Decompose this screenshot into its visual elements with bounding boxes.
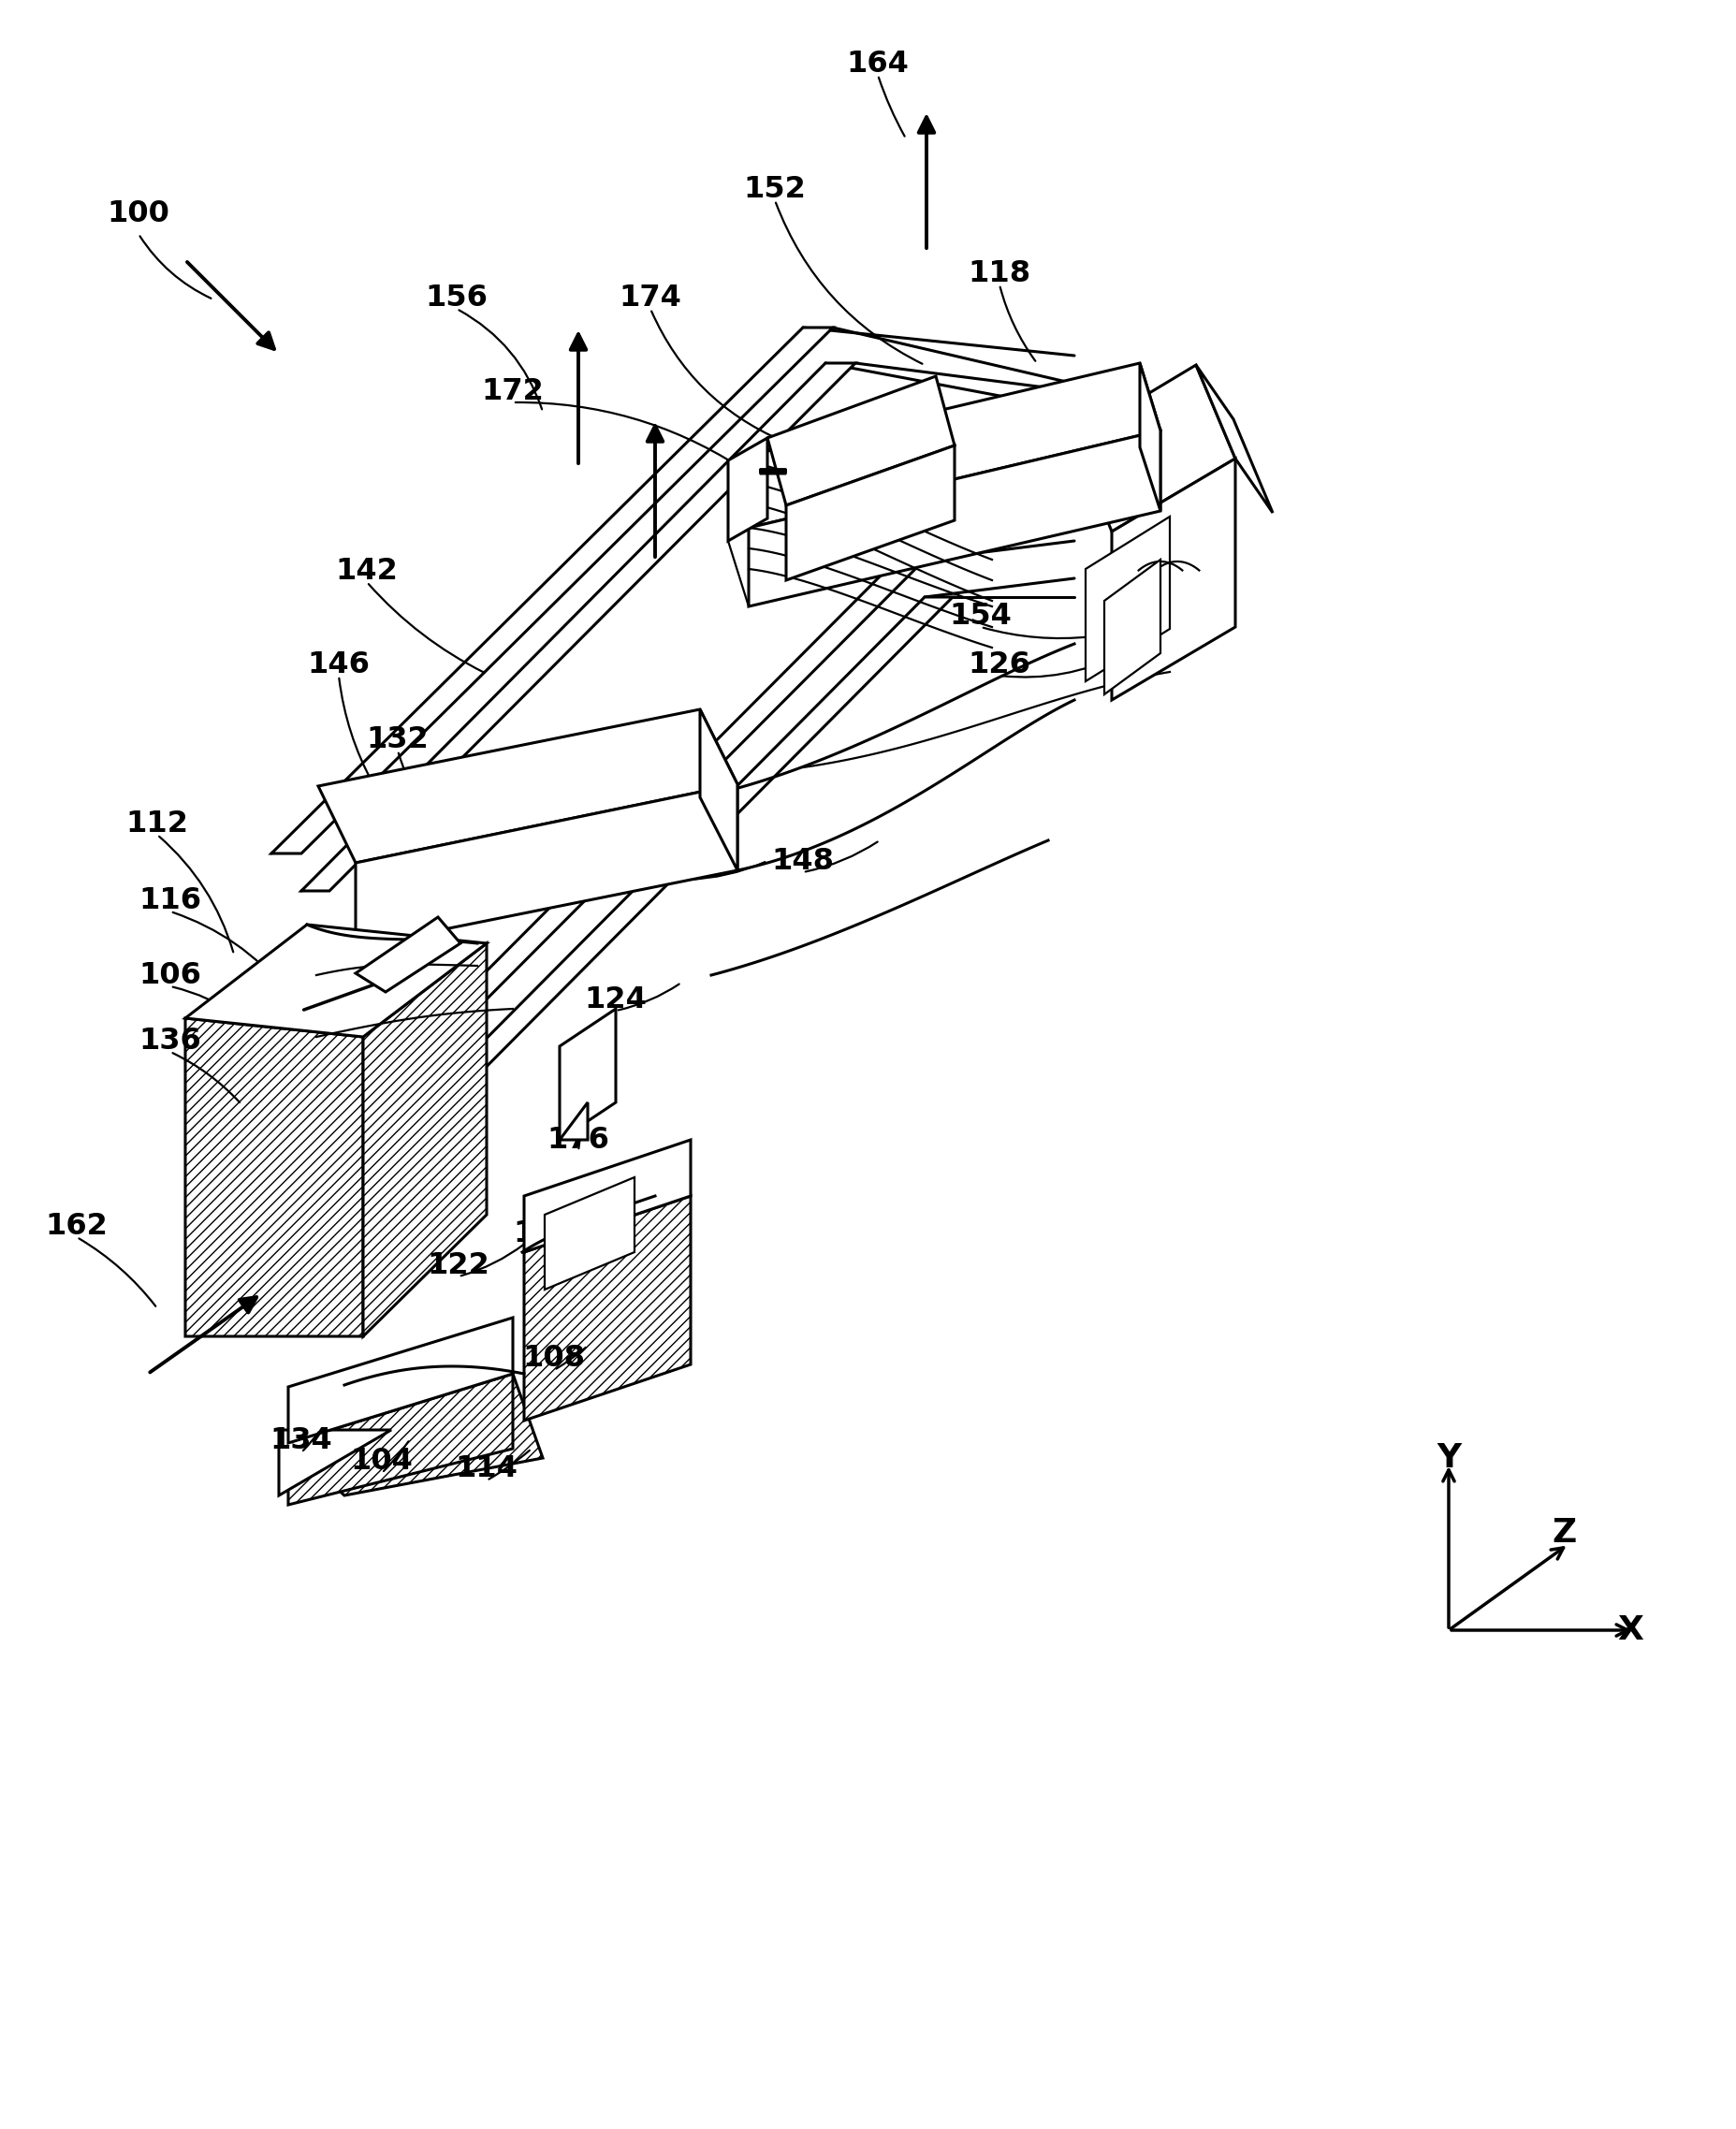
- Polygon shape: [1075, 364, 1234, 532]
- Text: 138: 138: [514, 1220, 576, 1248]
- Polygon shape: [356, 783, 738, 947]
- Polygon shape: [524, 1139, 691, 1252]
- Text: 132: 132: [366, 724, 429, 754]
- Text: 148: 148: [771, 847, 833, 875]
- Text: 114: 114: [455, 1454, 517, 1484]
- Text: 124: 124: [585, 986, 648, 1013]
- Text: Z: Z: [1552, 1518, 1576, 1548]
- Polygon shape: [288, 1318, 512, 1443]
- Text: 162: 162: [45, 1211, 108, 1241]
- Text: 116: 116: [139, 886, 201, 915]
- Polygon shape: [1111, 458, 1234, 700]
- Polygon shape: [700, 709, 738, 871]
- Text: 112: 112: [125, 809, 189, 839]
- Text: 126: 126: [967, 649, 1029, 679]
- Text: 118: 118: [967, 260, 1031, 287]
- Text: 176: 176: [547, 1126, 609, 1154]
- Polygon shape: [300, 364, 854, 890]
- Polygon shape: [363, 943, 486, 1337]
- Text: 136: 136: [139, 1026, 201, 1056]
- Text: 158: 158: [1033, 443, 1095, 471]
- Polygon shape: [727, 364, 1160, 528]
- Polygon shape: [403, 596, 951, 1122]
- Text: 102: 102: [401, 771, 464, 801]
- Text: 156: 156: [425, 283, 488, 313]
- Polygon shape: [1196, 364, 1272, 513]
- Text: 172: 172: [481, 377, 543, 407]
- Polygon shape: [288, 1373, 512, 1505]
- Polygon shape: [1085, 517, 1168, 681]
- Polygon shape: [727, 439, 767, 541]
- Polygon shape: [279, 1431, 391, 1495]
- Text: Y: Y: [1436, 1441, 1460, 1473]
- Polygon shape: [786, 445, 955, 581]
- Polygon shape: [271, 328, 833, 854]
- Text: 174: 174: [618, 283, 681, 313]
- Text: 142: 142: [335, 556, 398, 585]
- Text: X: X: [1616, 1614, 1642, 1646]
- Text: 146: 146: [307, 649, 370, 679]
- Text: 134: 134: [271, 1426, 332, 1456]
- Polygon shape: [767, 377, 955, 505]
- Text: 100: 100: [108, 198, 170, 228]
- Text: 144: 144: [653, 854, 715, 884]
- Polygon shape: [318, 709, 738, 862]
- Polygon shape: [372, 560, 924, 1086]
- Text: 122: 122: [427, 1250, 490, 1280]
- Polygon shape: [1104, 560, 1160, 694]
- Polygon shape: [545, 1177, 634, 1290]
- Text: 154: 154: [950, 600, 1012, 630]
- Polygon shape: [288, 1373, 542, 1495]
- Polygon shape: [559, 1009, 616, 1139]
- Polygon shape: [356, 918, 460, 992]
- Text: 106: 106: [139, 960, 201, 990]
- Polygon shape: [186, 924, 486, 1037]
- Polygon shape: [559, 1103, 587, 1139]
- Text: 104: 104: [351, 1448, 413, 1475]
- Polygon shape: [748, 430, 1160, 607]
- Polygon shape: [524, 1196, 691, 1420]
- Polygon shape: [1139, 364, 1160, 511]
- Text: 108: 108: [523, 1343, 585, 1373]
- Text: 152: 152: [743, 175, 806, 204]
- Text: 164: 164: [845, 49, 908, 79]
- Polygon shape: [186, 1018, 363, 1337]
